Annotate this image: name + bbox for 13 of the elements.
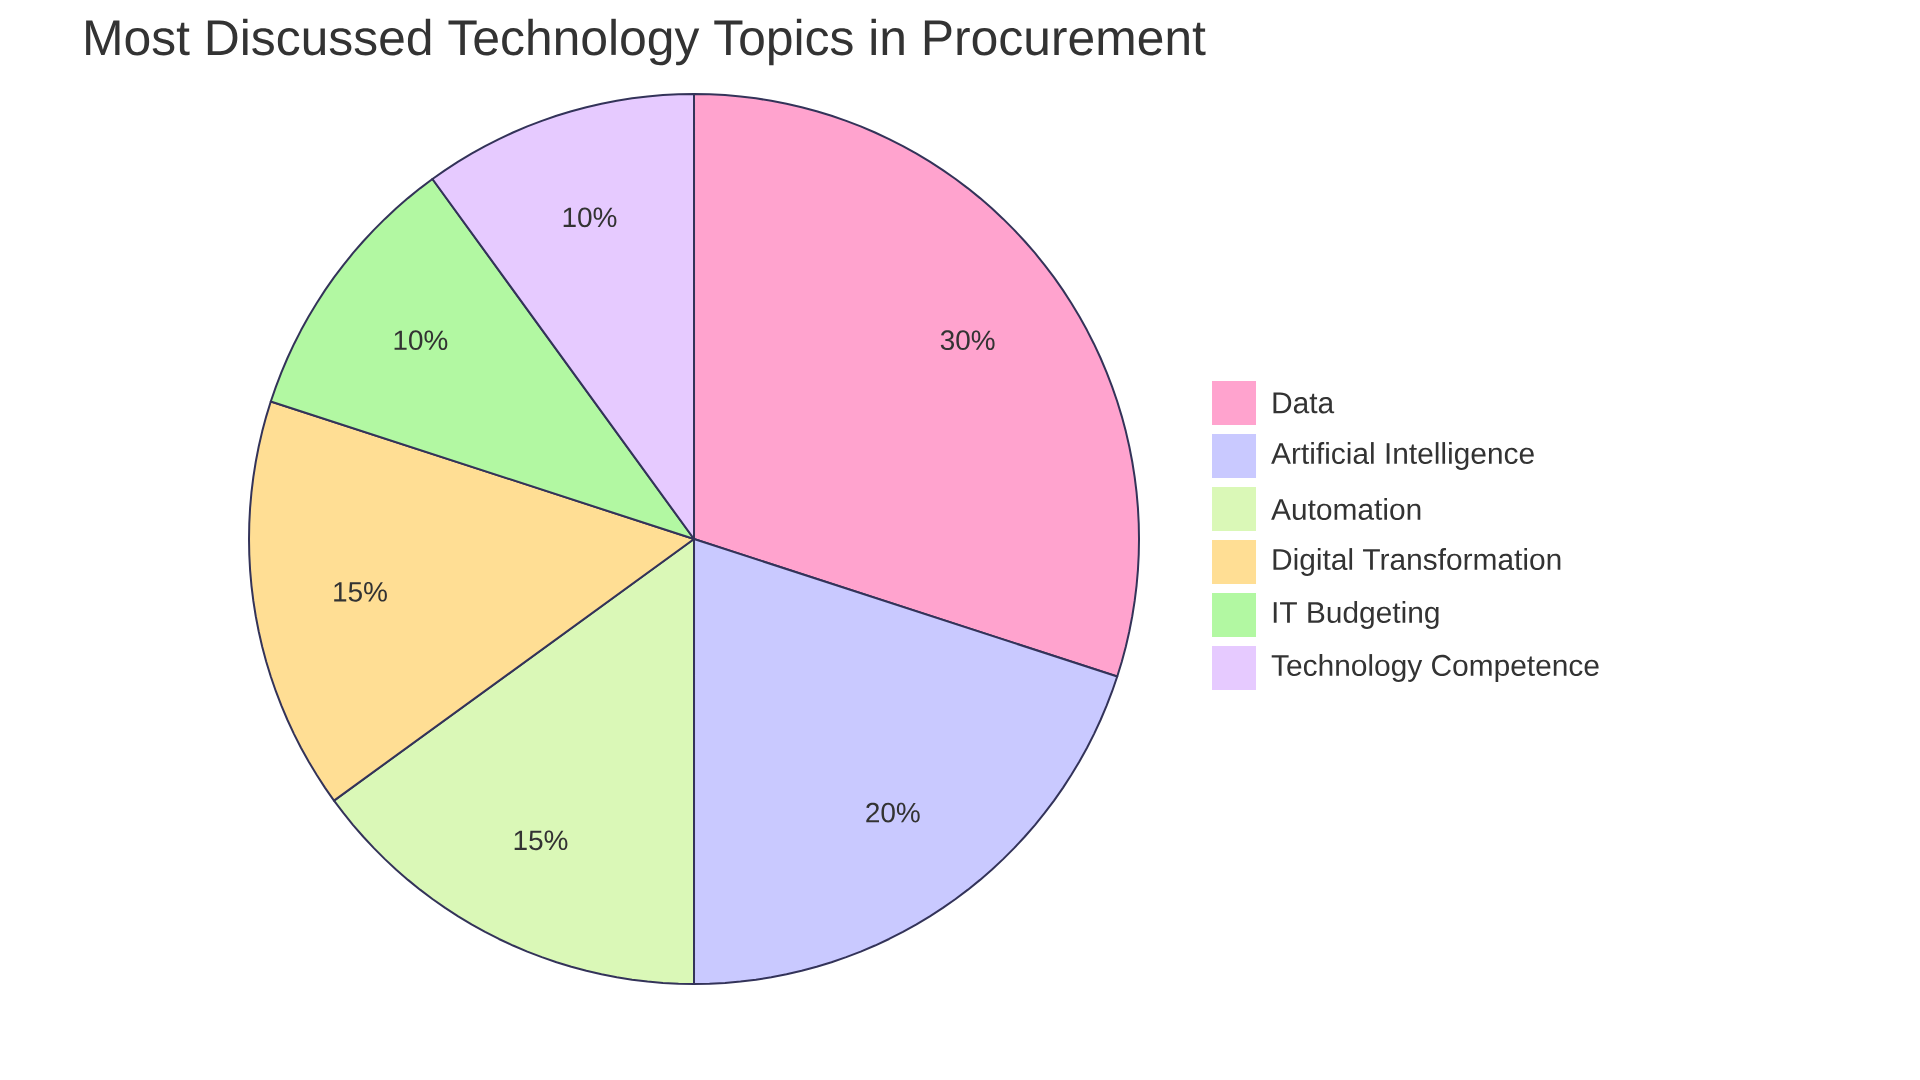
data-label: 20% xyxy=(866,802,920,823)
data-label: 15% xyxy=(334,582,387,602)
data-label: 30% xyxy=(940,330,995,351)
data-label: 15% xyxy=(514,830,568,851)
legend-label: Automation xyxy=(1271,498,1421,520)
data-label: 10% xyxy=(394,330,448,351)
legend-label: Digital Transformation xyxy=(1273,548,1561,576)
legend-label: IT Budgeting xyxy=(1273,601,1439,629)
chart-title: Most Discussed Technology Topics in Procurement xyxy=(86,18,1206,66)
data-label: 10% xyxy=(563,207,617,228)
legend-label: Data xyxy=(1273,392,1335,414)
legend-label: Artificial Intelligence xyxy=(1271,442,1534,470)
legend-label: Technology Competence xyxy=(1271,654,1599,682)
